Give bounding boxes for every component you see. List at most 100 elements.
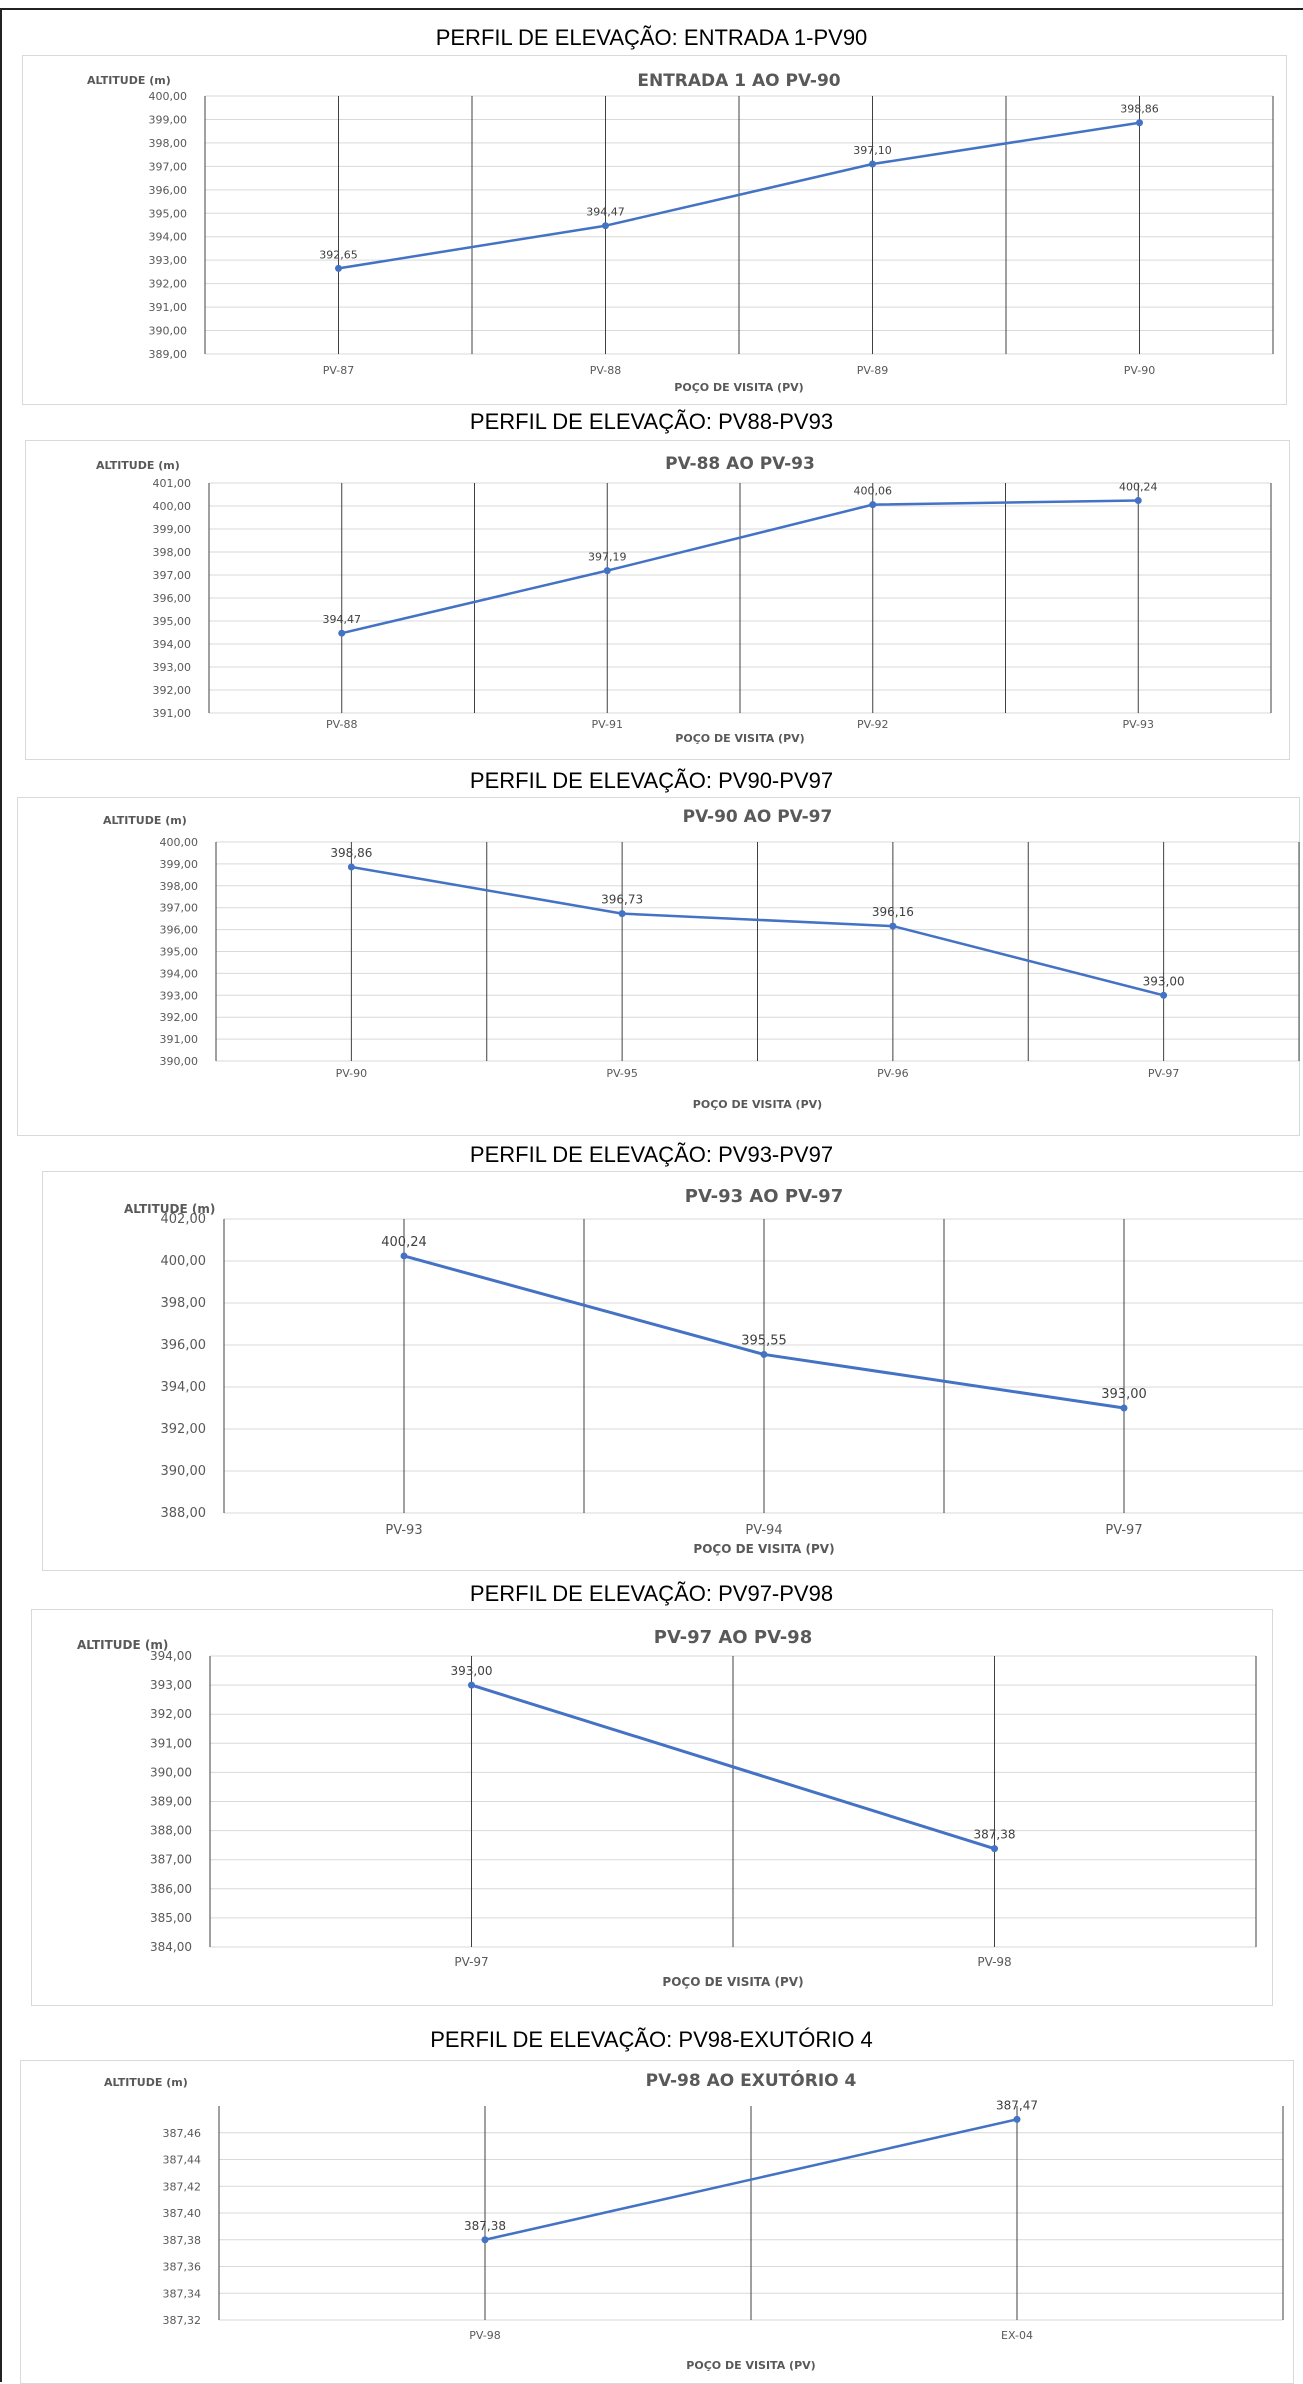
data-label: 396,16 (872, 905, 914, 919)
ytick-label: 399,00 (149, 113, 188, 126)
section-heading-6: PERFIL DE ELEVAÇÃO: PV98-EXUTÓRIO 4 (430, 2027, 873, 2052)
xtick-label: PV-89 (857, 364, 888, 377)
data-label: 387,47 (996, 2098, 1038, 2112)
data-point (1013, 2115, 1021, 2123)
xtick-label: PV-97 (1105, 1523, 1142, 1538)
page-frame-left (0, 8, 2, 2382)
xtick-label: PV-90 (336, 1067, 367, 1080)
ytick-label: 394,00 (160, 967, 199, 980)
xtick-label: PV-91 (592, 718, 623, 731)
y-axis-label: ALTITUDE (m) (96, 459, 180, 472)
y-axis-label: ALTITUDE (m) (104, 2076, 188, 2089)
ytick-label: 400,00 (160, 836, 199, 849)
ytick-label: 391,00 (153, 707, 192, 720)
ytick-label: 399,00 (153, 523, 192, 536)
ytick-label: 396,00 (161, 1338, 207, 1353)
data-label: 394,47 (586, 206, 625, 219)
ytick-label: 401,00 (153, 477, 192, 490)
ytick-label: 400,00 (149, 90, 188, 103)
y-axis-label: ALTITUDE (m) (77, 1638, 168, 1652)
data-label: 396,73 (601, 893, 643, 907)
chart-title: PV-98 AO EXUTÓRIO 4 (646, 2069, 857, 2091)
section-heading-3: PERFIL DE ELEVAÇÃO: PV90-PV97 (469, 768, 834, 793)
data-label: 393,00 (1143, 974, 1185, 988)
xtick-label: PV-96 (877, 1067, 908, 1080)
chart-panel-1: 389,00 390,00 391,00 392,00 393,00 394,00 395,… (22, 55, 1287, 405)
ytick-label: 397,00 (149, 160, 188, 173)
y-axis-label: ALTITUDE (m) (124, 1202, 215, 1216)
ytick-label: 397,00 (153, 569, 192, 582)
elevation-chart-3: 390,00 391,00 392,00 393,00 394,00 395,00 396,… (103, 807, 1300, 1111)
ytick-label: 388,00 (161, 1506, 207, 1521)
data-label: 397,10 (853, 144, 892, 157)
chart-panel-3: 390,00 391,00 392,00 393,00 394,00 395,00 396,… (17, 797, 1300, 1136)
series-line (341, 499, 1139, 635)
data-point (889, 922, 897, 930)
xtick-label: PV-98 (977, 1955, 1011, 1969)
data-point (1120, 1404, 1128, 1412)
elevation-chart-4: 388,00 390,00 392,00 394,00 396,00 398,00 400,… (124, 1186, 1303, 1556)
ytick-label: 391,00 (150, 1736, 192, 1750)
ytick-label: 392,00 (161, 1422, 207, 1437)
ytick-label: 389,00 (150, 1795, 192, 1809)
ytick-label: 391,00 (160, 1033, 199, 1046)
ytick-label: 394,00 (161, 1380, 207, 1395)
ytick-label: 398,00 (160, 880, 199, 893)
xtick-label: PV-95 (606, 1067, 637, 1080)
xtick-label: PV-98 (469, 2329, 500, 2342)
data-label: 400,24 (381, 1235, 427, 1250)
data-point (347, 863, 355, 871)
data-label: 387,38 (974, 1828, 1016, 1842)
ytick-label: 390,00 (150, 1765, 192, 1779)
data-point (400, 1252, 408, 1260)
ytick-label: 392,00 (160, 1011, 199, 1024)
ytick-label: 402,00 (161, 1212, 207, 1227)
y-axis-label: ALTITUDE (m) (87, 74, 171, 87)
section-heading-5: PERFIL DE ELEVAÇÃO: PV97-PV98 (469, 1581, 834, 1606)
elevation-chart-5: 384,00 385,00 386,00 387,00 388,00 389,00 390,… (77, 1627, 1257, 1989)
section-heading-4: PERFIL DE ELEVAÇÃO: PV93-PV97 (469, 1142, 834, 1167)
chart-panel-6: 387,32 387,34 387,36 387,38 387,40 387,42 387,… (20, 2060, 1294, 2384)
ytick-label: 393,00 (150, 1678, 192, 1692)
data-label: 393,00 (451, 1664, 493, 1678)
xtick-label: PV-90 (1124, 364, 1155, 377)
x-axis-label: POÇO DE VISITA (PV) (674, 381, 803, 394)
elevation-chart-1: 389,00 390,00 391,00 392,00 393,00 394,00 395,… (87, 71, 1274, 394)
chart-title: ENTRADA 1 AO PV-90 (637, 71, 840, 91)
ytick-label: 394,00 (150, 1649, 192, 1663)
ytick-label: 395,00 (149, 207, 188, 220)
data-label: 395,55 (741, 1333, 787, 1348)
ytick-label: 385,00 (150, 1911, 192, 1925)
ytick-label: 398,00 (149, 137, 188, 150)
chart-panel-4: 388,00 390,00 392,00 394,00 396,00 398,00 400,… (42, 1171, 1303, 1571)
data-point (481, 2236, 489, 2244)
data-label: 398,86 (1120, 103, 1159, 116)
x-axis-label: POÇO DE VISITA (PV) (675, 732, 804, 745)
ytick-label: 398,00 (161, 1296, 207, 1311)
ytick-label: 395,00 (160, 946, 199, 959)
xtick-label: PV-93 (1123, 718, 1154, 731)
data-label: 398,86 (330, 846, 372, 860)
data-label: 387,38 (464, 2219, 506, 2233)
data-label: 394,47 (323, 613, 362, 626)
chart-title: PV-88 AO PV-93 (665, 454, 815, 474)
ytick-label: 387,34 (163, 2287, 202, 2300)
data-point (869, 501, 877, 509)
ytick-label: 398,00 (153, 546, 192, 559)
section-heading-2: PERFIL DE ELEVAÇÃO: PV88-PV93 (469, 409, 834, 434)
x-axis-label: POÇO DE VISITA (PV) (693, 1098, 822, 1111)
data-point (468, 1681, 475, 1689)
ytick-label: 390,00 (161, 1464, 207, 1479)
data-point (335, 264, 342, 272)
ytick-label: 386,00 (150, 1882, 192, 1896)
ytick-label: 384,00 (150, 1940, 192, 1954)
y-axis-label: ALTITUDE (m) (103, 814, 187, 827)
ytick-label: 388,00 (150, 1824, 192, 1838)
ytick-label: 391,00 (149, 301, 188, 314)
data-point (338, 629, 346, 637)
chart-title: PV-93 AO PV-97 (685, 1186, 843, 1207)
xtick-label: PV-93 (385, 1523, 422, 1538)
chart-title: PV-90 AO PV-97 (683, 807, 833, 827)
ytick-label: 387,44 (163, 2154, 202, 2167)
data-point (618, 910, 626, 918)
